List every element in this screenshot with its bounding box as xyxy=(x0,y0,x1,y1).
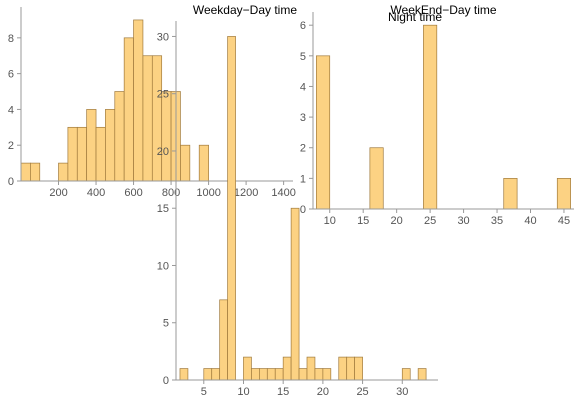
histogram-bar xyxy=(259,368,268,381)
x-tick-label: 25 xyxy=(356,386,368,398)
histogram-bar xyxy=(282,356,292,381)
histogram-bar xyxy=(290,207,300,381)
histogram-bar xyxy=(266,368,276,381)
y-tick-label: 4 xyxy=(300,81,306,93)
panel-title: WeekEnd−Day time xyxy=(390,3,496,17)
x-tick-label: 20 xyxy=(391,215,403,227)
y-tick-label: 6 xyxy=(8,69,14,81)
histogram-bar xyxy=(322,368,332,381)
y-tick-label: 3 xyxy=(300,112,306,124)
histogram-bar xyxy=(338,356,348,381)
histogram-bar xyxy=(211,368,221,381)
histogram-bar xyxy=(123,37,134,182)
y-tick-label: 30 xyxy=(157,31,169,43)
histogram-bar xyxy=(227,36,236,381)
histogram-bar xyxy=(354,356,363,381)
y-tick-label: 6 xyxy=(300,20,306,32)
x-tick-label: 5 xyxy=(201,386,207,398)
histogram-bar xyxy=(503,178,518,210)
x-tick-label: 10 xyxy=(324,215,336,227)
y-tick-label: 25 xyxy=(157,89,169,101)
x-tick-label: 25 xyxy=(424,215,436,227)
x-tick-label: 800 xyxy=(162,187,180,199)
histogram-bar xyxy=(95,126,106,182)
histogram-bar xyxy=(219,299,228,381)
histogram-bar xyxy=(67,126,78,182)
x-tick-label: 10 xyxy=(237,386,249,398)
histogram-bar xyxy=(114,91,125,182)
histogram-bar xyxy=(423,24,438,210)
histogram-bar xyxy=(401,368,411,381)
y-tick-label: 0 xyxy=(163,375,169,387)
histogram-bar xyxy=(180,144,191,182)
histogram-bar xyxy=(58,162,69,182)
histogram-bar xyxy=(105,109,116,182)
histogram-bar xyxy=(316,55,331,210)
histogram-bar xyxy=(314,368,324,381)
histogram-panel-1: 200 400 600 800 1000 1200 1400 0 2 4 6 8 Weekday−Day… xyxy=(8,3,297,199)
y-tick-label: 8 xyxy=(8,33,14,45)
histogram-bar xyxy=(417,368,427,381)
x-tick-label: 600 xyxy=(124,187,142,199)
histogram-bar xyxy=(142,55,153,182)
panel-title: Night time xyxy=(388,10,442,24)
y-tick-label: 1 xyxy=(300,173,306,185)
y-tick-label: 5 xyxy=(163,318,169,330)
histogram-bar xyxy=(20,162,31,182)
x-tick-label: 1400 xyxy=(271,187,295,199)
x-tick-label: 35 xyxy=(491,215,503,227)
histogram-bar xyxy=(203,368,213,381)
x-tick-label: 1200 xyxy=(234,187,258,199)
y-tick-label: 20 xyxy=(157,146,169,158)
y-tick-label: 4 xyxy=(8,104,14,116)
histogram-bar xyxy=(369,147,384,210)
histogram-bar xyxy=(86,109,97,182)
y-tick-label: 2 xyxy=(8,140,14,152)
histogram-bar xyxy=(346,356,355,381)
x-tick-label: 30 xyxy=(457,215,469,227)
histogram-bar xyxy=(274,368,284,381)
x-tick-label: 40 xyxy=(524,215,536,227)
histogram-bar xyxy=(133,19,144,182)
x-tick-label: 30 xyxy=(396,386,408,398)
histogram-bar xyxy=(556,178,572,210)
histogram-bar xyxy=(198,144,209,182)
x-tick-label: 15 xyxy=(357,215,369,227)
x-tick-label: 400 xyxy=(87,187,105,199)
histogram-bar xyxy=(298,368,308,381)
x-tick-label: 15 xyxy=(277,386,289,398)
y-tick-label: 5 xyxy=(300,51,306,63)
histogram-bar xyxy=(151,55,163,182)
y-tick-label: 2 xyxy=(300,143,306,155)
x-tick-label: 45 xyxy=(558,215,570,227)
x-tick-label: 1000 xyxy=(196,187,220,199)
x-tick-label: 200 xyxy=(49,187,67,199)
histogram-bar xyxy=(179,368,189,381)
histogram-bar xyxy=(251,368,260,381)
y-tick-label: 15 xyxy=(157,203,169,215)
histogram-bar xyxy=(76,126,88,182)
histogram-bar xyxy=(243,356,252,381)
x-tick-label: 20 xyxy=(317,386,329,398)
y-tick-label: 0 xyxy=(8,176,14,188)
y-tick-label: 10 xyxy=(157,260,169,272)
histogram-bar xyxy=(306,356,316,381)
y-tick-label: 0 xyxy=(300,204,306,216)
histogram-bar xyxy=(30,162,41,182)
histogram-bar xyxy=(161,91,172,182)
panel-title: Weekday−Day time xyxy=(193,3,297,17)
